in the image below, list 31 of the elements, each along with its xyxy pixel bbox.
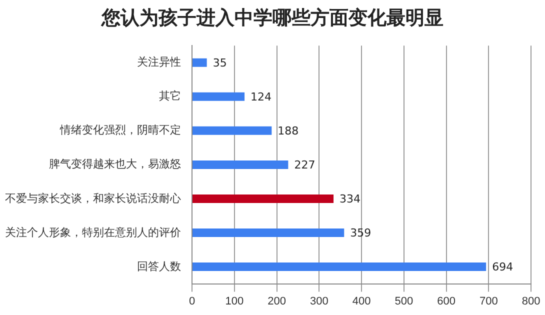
y-tick-label: 回答人数 — [137, 260, 181, 273]
y-tick-label: 关注异性 — [137, 56, 181, 69]
data-label: 334 — [340, 192, 361, 206]
bar — [192, 262, 486, 272]
data-label: 227 — [294, 158, 316, 172]
y-tick-label: 脾气变得越来也大，易激怒 — [49, 158, 181, 171]
x-tick-label: 700 — [479, 295, 498, 308]
bar — [192, 126, 272, 135]
y-tick-label: 不爱与家长交谈，和家长说话没耐心 — [5, 192, 181, 205]
data-label: 359 — [350, 226, 372, 240]
y-tick-label: 其它 — [159, 90, 181, 103]
chart-title: 您认为孩子进入中学哪些方面变化最明显 — [100, 6, 444, 31]
y-tick-label: 关注个人形象，特别在意别人的评价 — [5, 226, 181, 239]
bar — [192, 160, 288, 169]
x-tick-label: 600 — [437, 295, 456, 308]
data-label: 35 — [212, 56, 227, 70]
bar — [192, 228, 344, 238]
bar — [192, 58, 207, 67]
y-tick-label: 情绪变化强烈，阴晴不定 — [59, 124, 181, 137]
x-tick-label: 500 — [394, 295, 414, 308]
data-label: 188 — [278, 124, 299, 138]
bar — [192, 194, 334, 203]
x-tick-label: 400 — [352, 295, 371, 308]
x-tick-label: 200 — [268, 295, 286, 308]
x-tick-label: 800 — [522, 295, 540, 308]
data-label: 124 — [250, 90, 272, 104]
x-tick-label: 100 — [225, 295, 244, 308]
x-tick-label: 300 — [310, 295, 328, 308]
x-tick-label: 0 — [188, 295, 196, 308]
data-label: 694 — [492, 260, 514, 274]
bar — [192, 92, 245, 101]
